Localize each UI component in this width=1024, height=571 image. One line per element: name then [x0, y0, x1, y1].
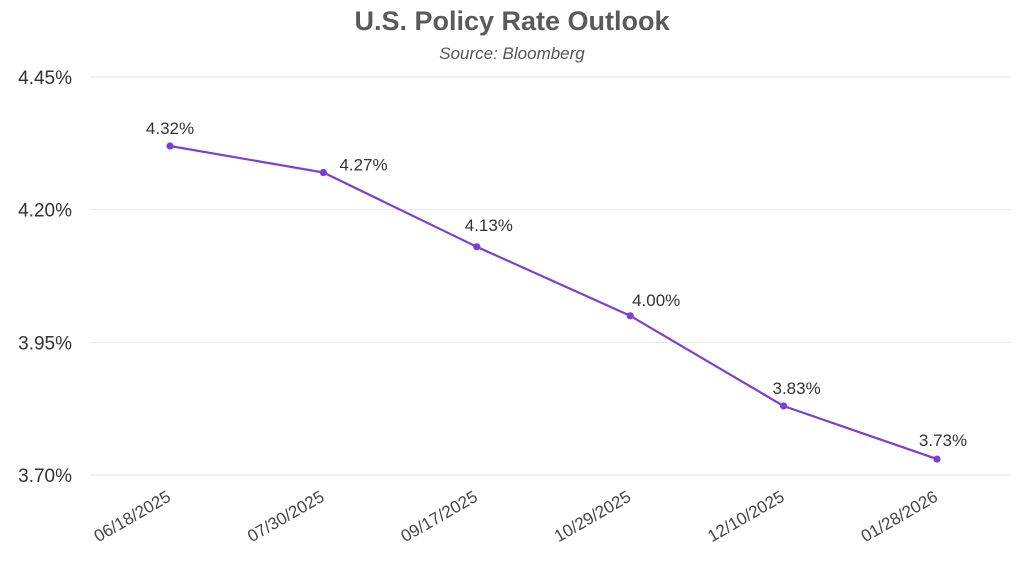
x-tick-label: 01/28/2026: [858, 487, 941, 546]
data-label: 3.83%: [772, 379, 820, 398]
data-point: [933, 455, 941, 463]
x-tick-label: 06/18/2025: [91, 487, 174, 546]
y-axis: 3.70% 3.95% 4.20% 4.45%: [18, 68, 72, 487]
x-tick-label: 12/10/2025: [704, 487, 787, 546]
x-tick-label: 07/30/2025: [244, 487, 327, 546]
data-point: [473, 243, 481, 251]
data-point: [319, 168, 327, 177]
data-point: [626, 312, 634, 320]
data-point: [166, 142, 174, 150]
data-label: 4.27%: [339, 156, 387, 175]
y-tick-label: 3.95%: [18, 333, 72, 354]
data-point: [780, 402, 788, 410]
data-label: 4.13%: [465, 216, 513, 235]
data-label: 4.00%: [632, 291, 680, 310]
x-tick-label: 10/29/2025: [551, 487, 634, 546]
grid-lines: [90, 76, 1010, 476]
data-label: 3.73%: [919, 431, 967, 450]
chart-title: U.S. Policy Rate Outlook: [354, 6, 670, 36]
y-tick-label: 3.70%: [18, 466, 72, 487]
data-label: 4.32%: [146, 119, 194, 138]
x-axis: 06/18/2025 07/30/2025 09/17/2025 10/29/2025…: [91, 487, 941, 546]
chart-subtitle: Source: Bloomberg: [439, 44, 585, 63]
y-tick-label: 4.20%: [18, 201, 72, 222]
x-tick-label: 09/17/2025: [398, 487, 481, 546]
series-line-group: [166, 142, 941, 463]
data-labels: 4.32% 4.27% 4.13% 4.00% 3.83% 3.73%: [146, 119, 967, 450]
series-line: [169, 144, 938, 461]
y-tick-label: 4.45%: [18, 68, 72, 89]
